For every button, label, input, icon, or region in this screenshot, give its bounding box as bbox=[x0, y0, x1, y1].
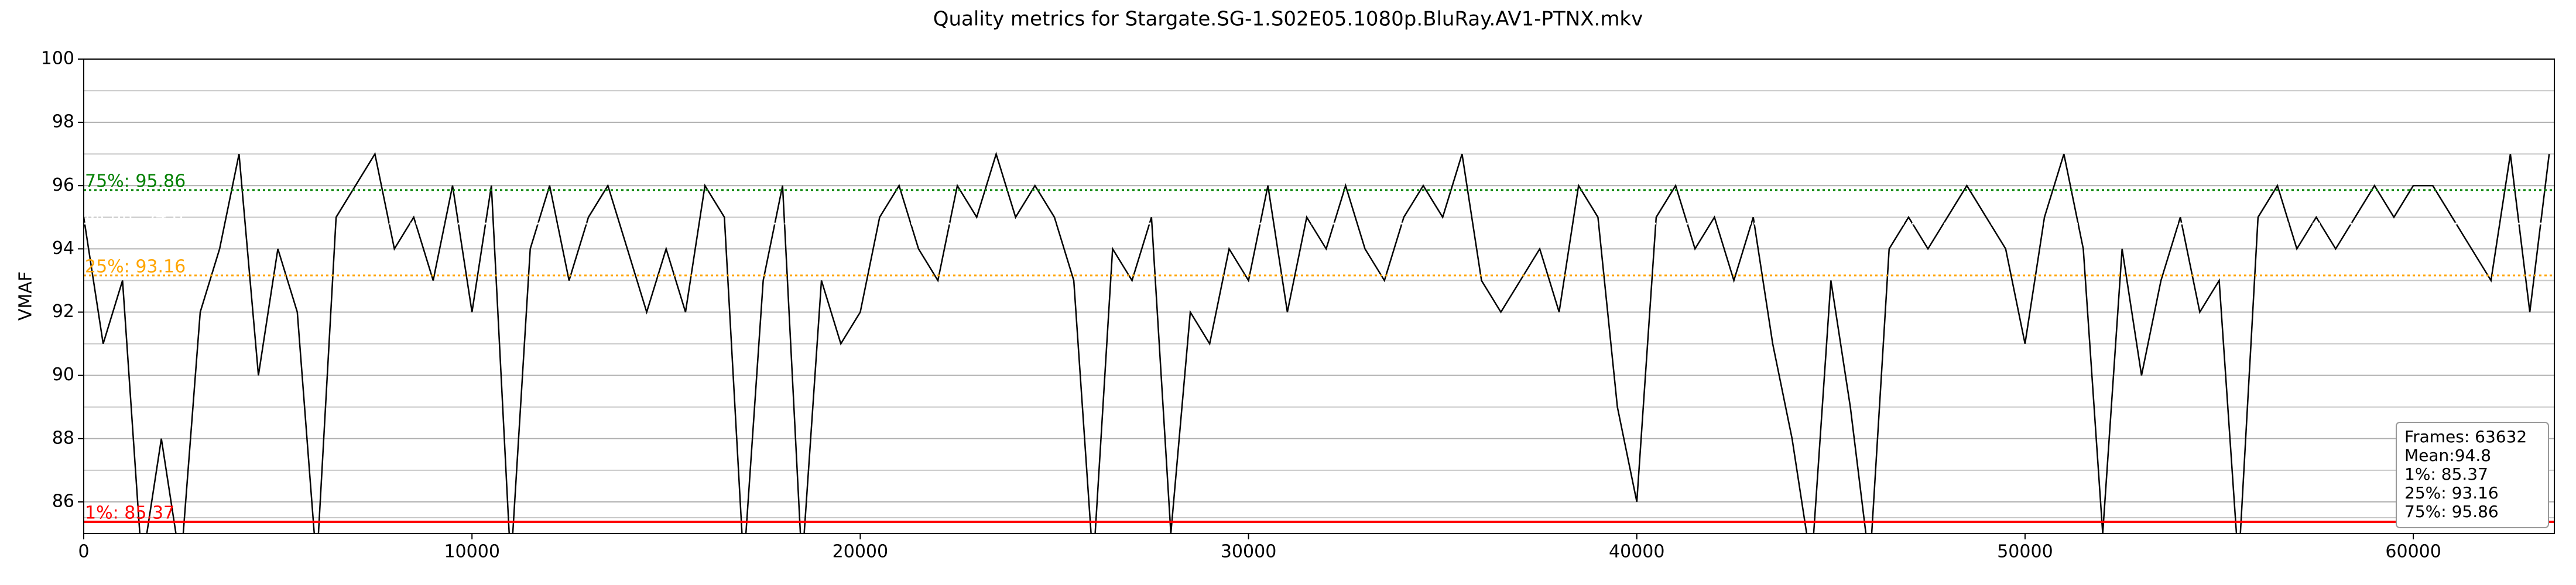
x-tick-label: 60000 bbox=[2385, 542, 2441, 562]
x-tick-label: 40000 bbox=[1609, 542, 1664, 562]
y-tick-label: 94 bbox=[52, 238, 74, 259]
reference-label: 1%: 85.37 bbox=[85, 503, 174, 523]
plot-area bbox=[84, 151, 2550, 534]
y-axis-label: VMAF bbox=[16, 271, 36, 321]
y-tick-label: 90 bbox=[52, 364, 74, 385]
x-tick-label: 20000 bbox=[833, 542, 888, 562]
stats-text: 1%: 85.37 bbox=[2404, 464, 2488, 484]
y-tick-label: 92 bbox=[52, 301, 74, 322]
vmaf-line bbox=[84, 151, 2550, 534]
y-tick-label: 98 bbox=[52, 112, 74, 132]
x-tick-label: 0 bbox=[78, 542, 89, 562]
chart-title: Quality metrics for Stargate.SG-1.S02E05… bbox=[933, 8, 1643, 31]
reference-label: 75%: 95.86 bbox=[85, 171, 186, 191]
stats-text: Frames: 63632 bbox=[2404, 427, 2527, 446]
reference-label: Mean: 94.8 bbox=[85, 205, 183, 225]
reference-label: 25%: 93.16 bbox=[85, 256, 186, 277]
stats-text: 25%: 93.16 bbox=[2404, 483, 2499, 503]
y-tick-label: 88 bbox=[52, 428, 74, 448]
plot-frame bbox=[83, 58, 2555, 534]
y-tick-label: 96 bbox=[52, 175, 74, 195]
x-tick-label: 50000 bbox=[1997, 542, 2053, 562]
x-tick-label: 10000 bbox=[444, 542, 499, 562]
stats-text: Mean:94.8 bbox=[2404, 446, 2491, 465]
x-tick-label: 30000 bbox=[1221, 542, 1276, 562]
stats-text: 75%: 95.86 bbox=[2404, 502, 2499, 521]
y-tick-label: 100 bbox=[41, 49, 74, 69]
y-tick-label: 86 bbox=[52, 491, 74, 511]
stats-box bbox=[2396, 422, 2549, 528]
